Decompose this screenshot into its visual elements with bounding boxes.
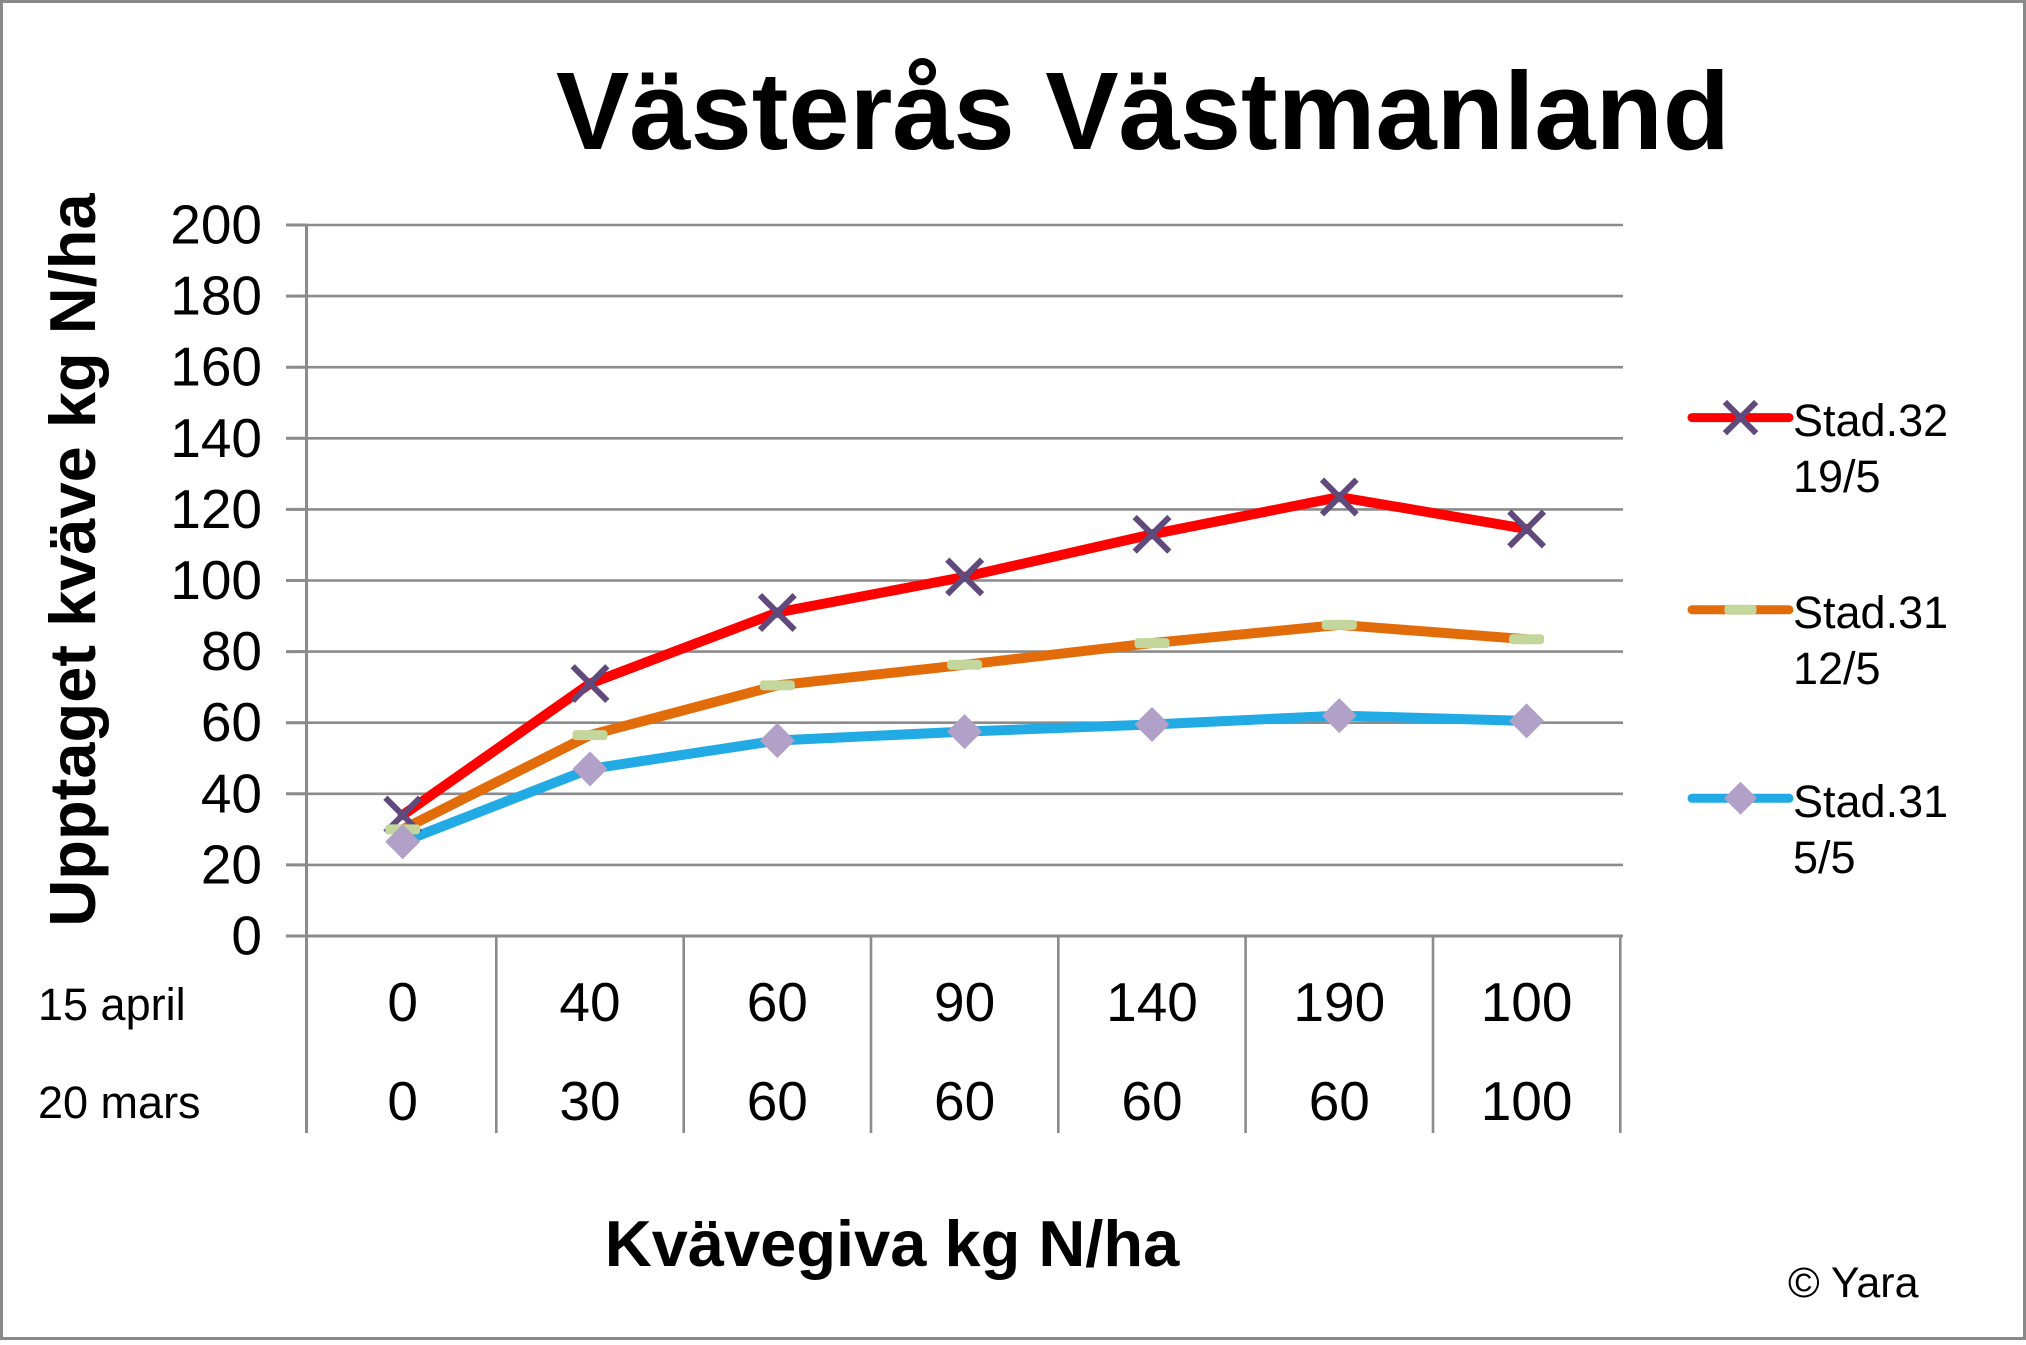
svg-text:160: 160 bbox=[170, 336, 262, 398]
svg-text:Stad.31: Stad.31 bbox=[1793, 776, 1948, 827]
svg-text:Upptaget kväve kg N/ha: Upptaget kväve kg N/ha bbox=[36, 193, 109, 927]
svg-text:200: 200 bbox=[170, 194, 262, 256]
svg-text:© Yara: © Yara bbox=[1788, 1259, 1919, 1307]
svg-text:Västerås Västmanland: Västerås Västmanland bbox=[556, 50, 1730, 173]
svg-text:60: 60 bbox=[747, 1070, 808, 1132]
svg-text:15 april: 15 april bbox=[38, 979, 186, 1030]
svg-text:19/5: 19/5 bbox=[1793, 451, 1881, 502]
svg-text:30: 30 bbox=[559, 1070, 620, 1132]
svg-text:0: 0 bbox=[387, 1070, 418, 1132]
svg-text:60: 60 bbox=[1309, 1070, 1370, 1132]
svg-text:Kvävegiva kg N/ha: Kvävegiva kg N/ha bbox=[605, 1207, 1180, 1280]
svg-text:60: 60 bbox=[1121, 1070, 1182, 1132]
svg-text:Stad.31: Stad.31 bbox=[1793, 587, 1948, 638]
svg-text:100: 100 bbox=[170, 549, 262, 611]
svg-text:40: 40 bbox=[559, 971, 620, 1033]
svg-text:80: 80 bbox=[201, 620, 262, 682]
svg-text:60: 60 bbox=[747, 971, 808, 1033]
svg-text:40: 40 bbox=[201, 762, 262, 824]
svg-text:12/5: 12/5 bbox=[1793, 643, 1881, 694]
svg-text:180: 180 bbox=[170, 265, 262, 327]
svg-text:5/5: 5/5 bbox=[1793, 832, 1856, 883]
svg-text:Stad.32: Stad.32 bbox=[1793, 395, 1948, 446]
svg-text:100: 100 bbox=[1481, 1070, 1573, 1132]
svg-text:60: 60 bbox=[201, 691, 262, 753]
svg-text:20: 20 bbox=[201, 833, 262, 895]
svg-text:0: 0 bbox=[387, 971, 418, 1033]
svg-text:100: 100 bbox=[1481, 971, 1573, 1033]
svg-text:20 mars: 20 mars bbox=[38, 1077, 201, 1128]
svg-text:140: 140 bbox=[1106, 971, 1198, 1033]
svg-text:60: 60 bbox=[934, 1070, 995, 1132]
svg-text:120: 120 bbox=[170, 478, 262, 540]
svg-text:90: 90 bbox=[934, 971, 995, 1033]
svg-text:0: 0 bbox=[231, 905, 262, 967]
svg-text:140: 140 bbox=[170, 407, 262, 469]
svg-text:190: 190 bbox=[1293, 971, 1385, 1033]
